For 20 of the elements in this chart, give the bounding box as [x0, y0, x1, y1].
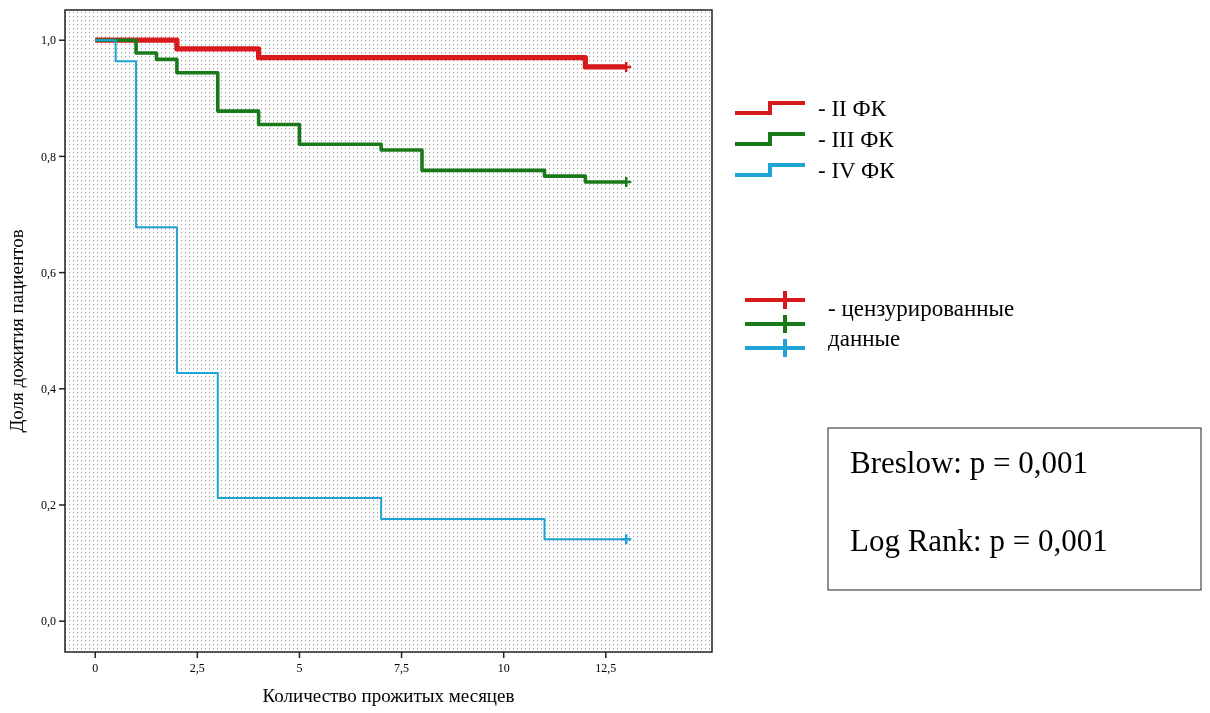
y-axis-title: Доля дожития пациентов [6, 229, 27, 433]
x-tick-label: 7,5 [394, 661, 410, 675]
x-tick-label: 10 [497, 661, 510, 675]
y-tick-label: 0,2 [41, 498, 56, 513]
x-tick-label: 0 [92, 661, 99, 675]
y-tick-label: 0,0 [41, 614, 56, 629]
y-tick-label: 0,8 [41, 149, 56, 164]
x-axis-title: Количество прожитых месяцев [262, 685, 515, 706]
legend-label: - II ФК [818, 96, 887, 122]
text: Breslow: p = 0,001 [850, 445, 1088, 480]
x-tick-label: 2,5 [189, 661, 205, 675]
text: Log Rank: p = 0,001 [850, 523, 1108, 558]
y-tick-label: 0,4 [41, 382, 56, 397]
y-tick-label: 0,6 [41, 265, 56, 280]
legend-label: - IV ФК [818, 158, 896, 184]
text: - цензурированные данные [828, 296, 1015, 351]
x-tick-label: 12,5 [595, 661, 617, 675]
x-tick-label: 5 [296, 661, 303, 675]
y-tick-label: 1,0 [41, 33, 56, 48]
legend-label: - III ФК [818, 127, 895, 153]
